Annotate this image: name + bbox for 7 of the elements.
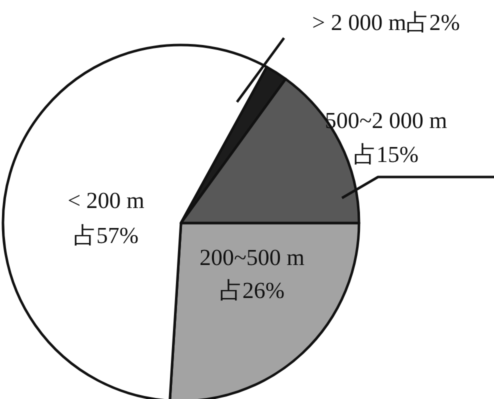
- data-label: 占57%: [73, 223, 139, 248]
- slice-label: 500~2 000 m: [324, 108, 448, 133]
- slice-label: 200~500 m: [199, 245, 305, 270]
- slice-label: > 2 000 m占2%: [312, 10, 460, 35]
- data-label: 占26%: [219, 278, 285, 303]
- data-label: 占15%: [353, 142, 419, 167]
- slice-label: < 200 m: [68, 188, 145, 213]
